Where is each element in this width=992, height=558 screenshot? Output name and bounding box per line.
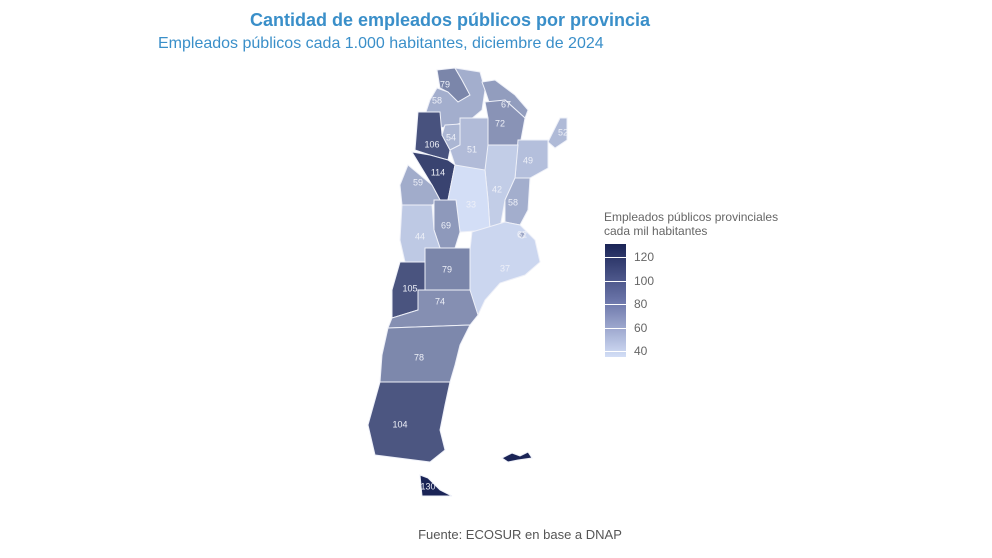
province-value-label: 130 — [420, 481, 435, 491]
province-value-label: 58 — [432, 95, 442, 105]
province-value-label: 104 — [392, 419, 407, 429]
chart-title: Cantidad de empleados públicos por provi… — [249, 10, 651, 30]
legend-title-line2: cada mil habitantes — [604, 224, 708, 238]
province-shape[interactable] — [547, 117, 568, 149]
province-shape[interactable] — [414, 111, 451, 161]
province-catamarca[interactable]: 106 — [414, 111, 451, 161]
province-value-label: 79 — [442, 264, 452, 274]
legend-tickmark — [605, 281, 626, 282]
legend-tick-label: 60 — [634, 321, 648, 335]
province-value-label: 51 — [467, 144, 477, 154]
province-value-label: 78 — [414, 352, 424, 362]
legend-title-line1: Empleados públicos provinciales — [604, 210, 779, 224]
province-shape[interactable] — [379, 324, 471, 383]
province-value-label: 72 — [495, 118, 505, 128]
legend-tick-label: 40 — [634, 344, 648, 358]
province-value-label: 74 — [435, 296, 445, 306]
province-value-label: 67 — [501, 99, 511, 109]
province-chubut[interactable]: 78 — [379, 324, 471, 383]
province-value-label: 44 — [415, 231, 425, 241]
province-value-label: 59 — [413, 177, 423, 187]
legend-tickmark — [605, 328, 626, 329]
province-shape[interactable] — [367, 381, 451, 463]
legend-tickmark — [605, 257, 626, 258]
province-value-label: 33 — [466, 199, 476, 209]
province-caba[interactable]: 62 — [517, 229, 527, 239]
province-misiones[interactable]: 52 — [547, 117, 568, 149]
province-corrientes[interactable]: 49 — [514, 139, 549, 179]
province-value-label: 79 — [440, 79, 450, 89]
legend-color-bar — [605, 244, 626, 357]
legend-tick-label: 120 — [634, 250, 655, 264]
legend-tickmark — [605, 351, 626, 352]
province-la-pampa[interactable]: 79 — [424, 247, 471, 291]
province-shape[interactable] — [501, 451, 533, 463]
legend-tick-label: 80 — [634, 297, 648, 311]
province-santa-cruz[interactable]: 104 — [367, 381, 451, 463]
chart-subtitle: Empleados públicos cada 1.000 habitantes… — [158, 35, 604, 52]
legend-title: Empleados públicos provinciales cada mil … — [604, 210, 778, 238]
province-tierra-del-fuego[interactable]: 130 — [419, 451, 533, 497]
province-value-label: 49 — [523, 155, 533, 165]
source-note: Fuente: ECOSUR en base a DNAP — [418, 527, 622, 542]
legend-tick-label: 100 — [634, 274, 655, 288]
province-value-label: 62 — [517, 229, 527, 239]
legend-tickmark — [605, 304, 626, 305]
province-value-label: 105 — [402, 283, 417, 293]
province-value-label: 42 — [492, 184, 502, 194]
province-shape[interactable] — [518, 231, 526, 239]
province-value-label: 58 — [508, 197, 518, 207]
province-value-label: 106 — [424, 139, 439, 149]
province-buenos-aires[interactable]: 37 — [469, 221, 541, 317]
province-value-label: 114 — [431, 167, 445, 177]
province-value-label: 54 — [446, 132, 456, 142]
province-value-label: 52 — [558, 127, 568, 137]
province-shape[interactable] — [419, 474, 453, 497]
province-value-label: 37 — [500, 263, 510, 273]
province-value-label: 69 — [441, 220, 451, 230]
